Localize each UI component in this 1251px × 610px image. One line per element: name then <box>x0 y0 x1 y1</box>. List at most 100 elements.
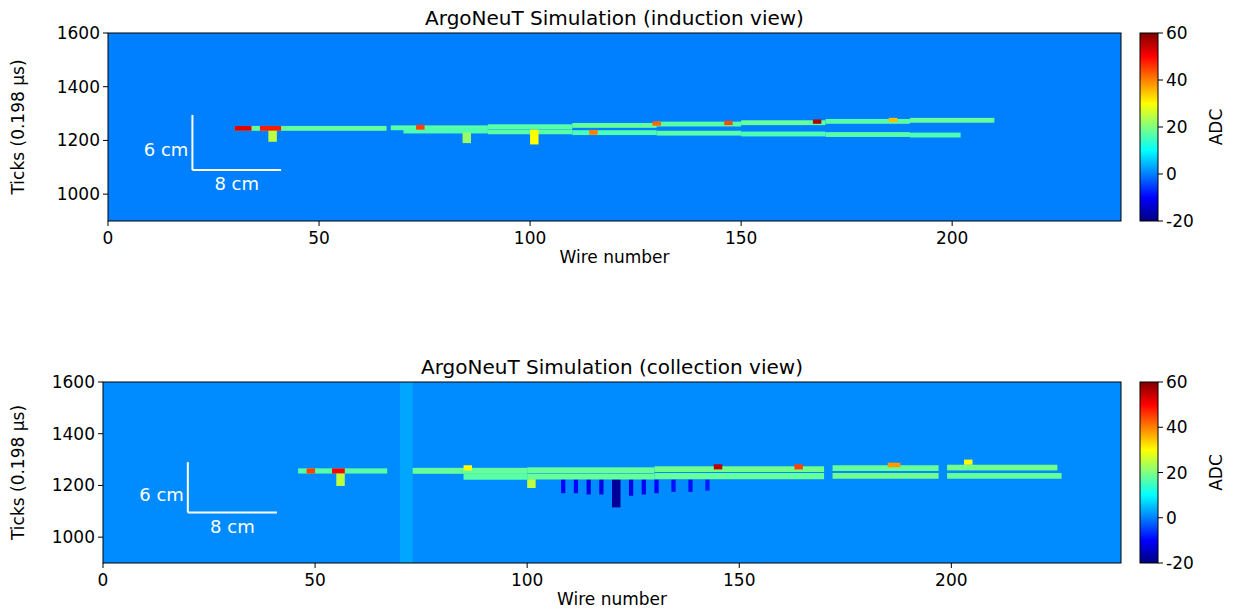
cell <box>332 468 345 473</box>
y-tick-label: 1400 <box>57 77 100 97</box>
plot-area <box>103 382 1121 563</box>
colorbar-tick <box>1158 127 1163 128</box>
scale-bar <box>192 169 281 171</box>
cell <box>572 130 656 135</box>
panel: 6 cm8 cm0501001502001000120014001600Argo… <box>8 355 1226 609</box>
cell <box>964 460 972 465</box>
y-tick <box>103 194 108 195</box>
colorbar-tick-label: 20 <box>1166 463 1188 483</box>
cell <box>400 382 413 563</box>
x-tick <box>739 563 740 568</box>
x-tick-label: 100 <box>511 570 543 590</box>
cell <box>714 464 722 469</box>
colorbar-tick <box>1158 517 1163 518</box>
x-tick-label: 50 <box>308 228 330 248</box>
y-tick <box>103 33 108 34</box>
cell <box>307 468 315 473</box>
scale-bar <box>188 512 277 514</box>
cell <box>464 465 472 470</box>
plot-area <box>108 33 1121 221</box>
y-tick-label: 1600 <box>57 23 100 43</box>
y-tick-label: 1600 <box>52 372 95 392</box>
colorbar-tick-label: 40 <box>1166 70 1188 90</box>
y-tick <box>98 537 103 538</box>
cell <box>657 122 741 127</box>
colorbar-title: ADC <box>1206 454 1226 491</box>
cell <box>688 480 692 492</box>
cell <box>910 133 961 138</box>
x-axis-title: Wire number <box>557 589 667 609</box>
colorbar-tick-label: -20 <box>1166 211 1194 231</box>
y-axis-title: Ticks (0.198 μs) <box>8 405 28 541</box>
colorbar <box>1140 33 1158 221</box>
x-tick <box>527 563 528 568</box>
cell <box>794 464 802 469</box>
x-tick <box>319 221 320 226</box>
y-axis-title: Ticks (0.198 μs) <box>8 59 28 195</box>
cell <box>657 131 741 136</box>
y-tick <box>98 382 103 383</box>
x-tick-label: 200 <box>936 228 968 248</box>
cell <box>612 480 620 508</box>
colorbar-tick <box>1158 174 1163 175</box>
scale-bar <box>191 115 193 170</box>
background-cell <box>103 382 1121 563</box>
x-tick-label: 150 <box>725 228 757 248</box>
panel: 6 cm8 cm0501001502001000120014001600Argo… <box>8 6 1226 267</box>
x-tick <box>951 563 952 568</box>
colorbar-tick-label: 40 <box>1166 417 1188 437</box>
cell <box>589 130 597 135</box>
x-tick-label: 200 <box>935 570 967 590</box>
colorbar-title: ADC <box>1206 109 1226 146</box>
y-tick-label: 1000 <box>52 527 95 547</box>
cell <box>910 118 994 123</box>
x-tick <box>103 563 104 568</box>
cell <box>724 121 732 125</box>
colorbar-tick-label: 0 <box>1166 164 1177 184</box>
frame <box>108 33 1121 221</box>
x-tick <box>315 563 316 568</box>
cell <box>488 124 572 129</box>
cell <box>947 473 1062 479</box>
colorbar <box>1140 382 1158 563</box>
x-tick-label: 0 <box>98 570 109 590</box>
cell <box>833 465 939 471</box>
cell <box>599 480 603 495</box>
scale-bar <box>187 462 189 512</box>
colorbar-tick-label: 60 <box>1166 23 1188 43</box>
colorbar-tick-label: -20 <box>1166 553 1194 573</box>
colorbar-tick <box>1158 221 1163 222</box>
cell <box>235 126 387 131</box>
colorbar-tick <box>1158 472 1163 473</box>
x-tick-label: 50 <box>304 570 326 590</box>
x-tick <box>952 221 953 226</box>
y-tick-label: 1400 <box>52 424 95 444</box>
scale-bar-label: 6 cm <box>139 484 184 505</box>
cell <box>741 120 825 125</box>
cell <box>629 480 633 496</box>
title: ArgoNeuT Simulation (induction view) <box>425 6 804 30</box>
cell <box>654 473 824 479</box>
cell <box>527 474 654 480</box>
cell <box>235 126 252 131</box>
x-axis-title: Wire number <box>560 247 670 267</box>
x-tick <box>530 221 531 226</box>
x-tick <box>741 221 742 226</box>
cell <box>889 118 897 122</box>
cell <box>336 474 344 486</box>
scale-bar-label: 6 cm <box>144 139 189 160</box>
x-tick <box>108 221 109 226</box>
y-tick <box>98 433 103 434</box>
x-tick-label: 150 <box>723 570 755 590</box>
scale-bar-label: 8 cm <box>214 173 259 194</box>
cell <box>587 480 591 495</box>
colorbar-tick <box>1158 80 1163 81</box>
cell <box>705 480 709 491</box>
cell <box>561 480 565 493</box>
cell <box>833 473 939 479</box>
background-cell <box>108 33 1121 221</box>
cell <box>527 467 654 473</box>
cell <box>654 480 658 493</box>
cell <box>826 132 910 137</box>
cell <box>463 132 471 143</box>
